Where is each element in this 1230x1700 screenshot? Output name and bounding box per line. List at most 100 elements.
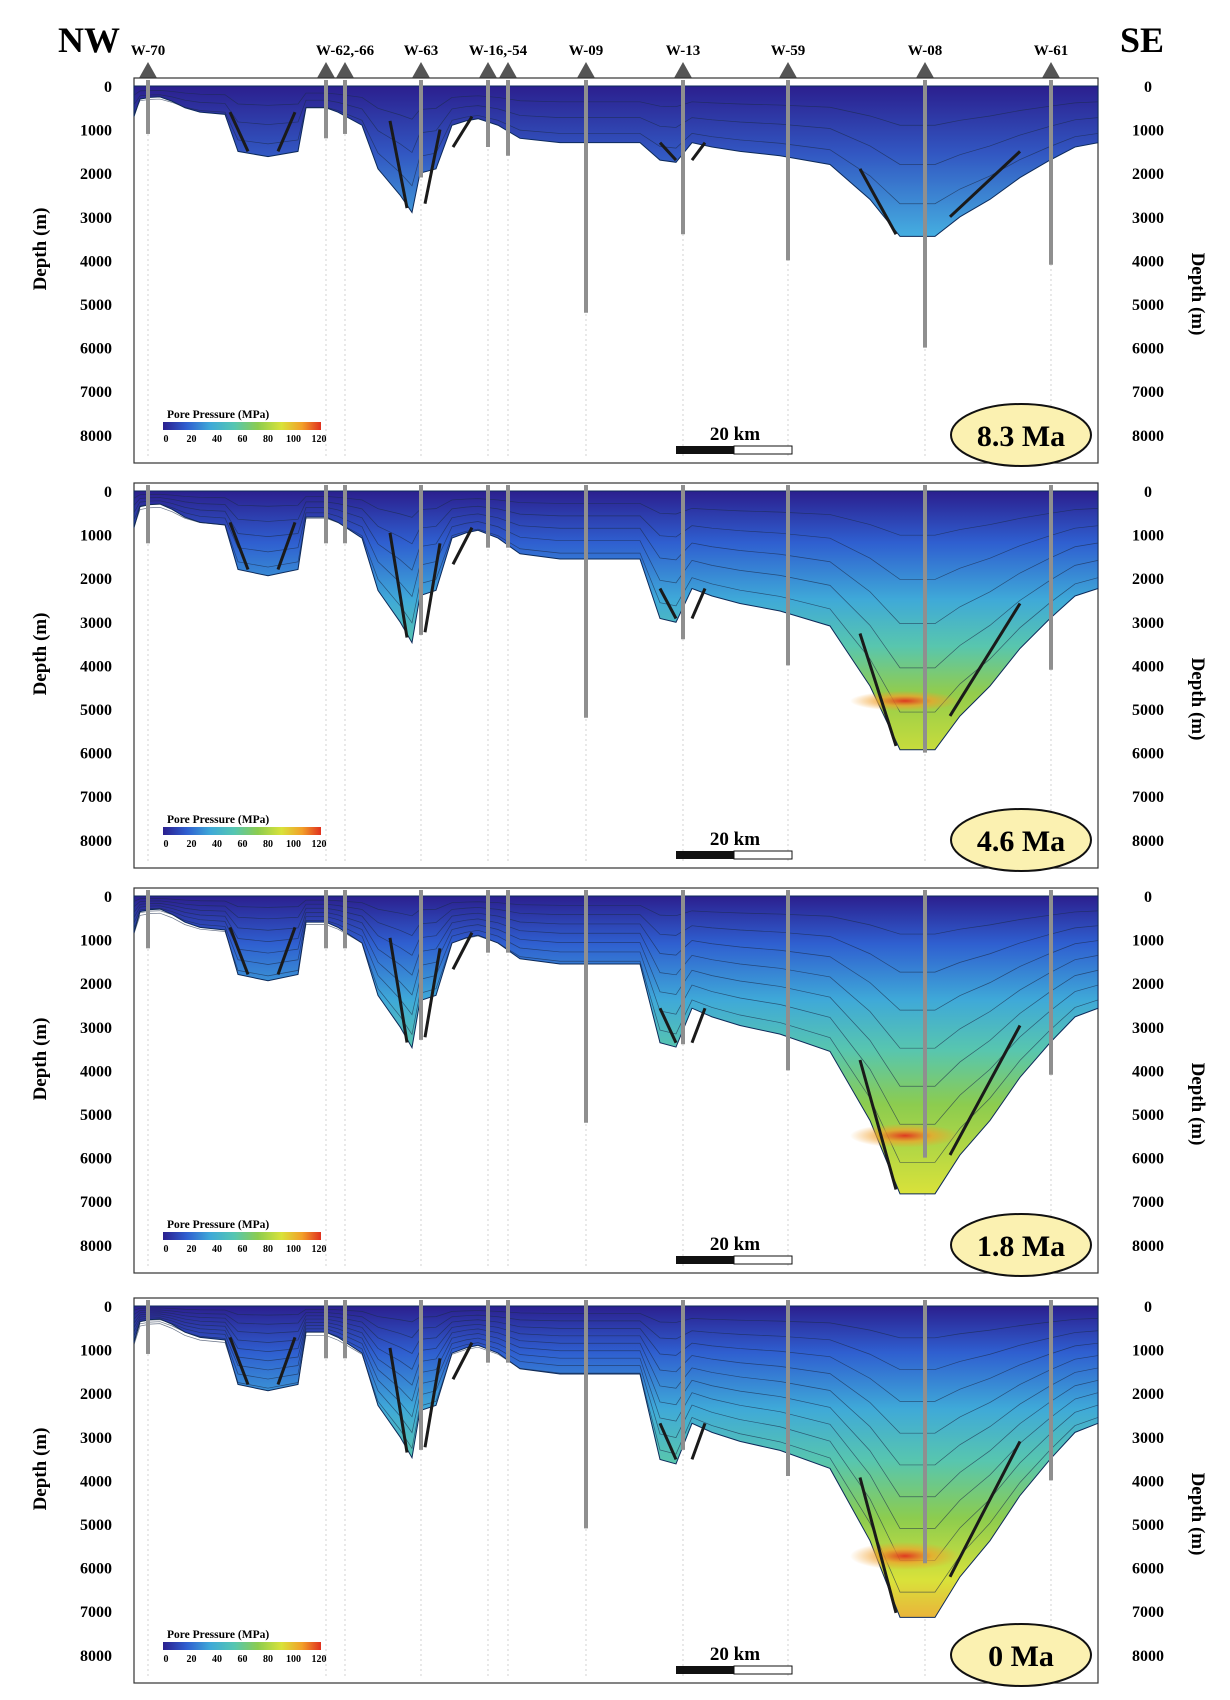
legend-tick: 120 <box>312 434 327 445</box>
horizon-line <box>133 1313 1099 1434</box>
legend-colorbar <box>163 827 321 835</box>
well-marker <box>317 62 335 78</box>
fault-line <box>451 931 474 970</box>
fault-line <box>948 150 1022 218</box>
legend-tick: 60 <box>238 1654 248 1665</box>
depth-axis-label-left: Depth (m) <box>30 1018 51 1101</box>
fault-line <box>858 1477 898 1614</box>
depth-tick-left: 7000 <box>80 1194 112 1211</box>
horizon-line <box>133 900 1099 973</box>
depth-tick-left: 8000 <box>80 1648 112 1665</box>
depth-tick-left: 3000 <box>80 210 112 227</box>
legend-tick: 0 <box>164 434 169 445</box>
depth-axis-label-left: Depth (m) <box>30 613 51 696</box>
legend-title: Pore Pressure (MPa) <box>167 814 269 826</box>
depth-tick-right: 5000 <box>1132 1517 1164 1534</box>
depth-tick-right: 3000 <box>1132 210 1164 227</box>
depth-tick-right: 2000 <box>1132 1386 1164 1403</box>
well-marker <box>779 62 797 78</box>
legend-tick: 80 <box>263 1654 273 1665</box>
legend-tick: 100 <box>286 839 301 850</box>
depth-tick-left: 7000 <box>80 384 112 401</box>
fault-line <box>658 1007 678 1044</box>
overpressure-zone <box>850 690 960 711</box>
depth-tick-right: 5000 <box>1132 702 1164 719</box>
scale-bar-black <box>676 1256 734 1264</box>
well-label: W-09 <box>569 43 603 59</box>
scale-bar-label: 20 km <box>710 829 760 850</box>
well-label: W-08 <box>908 43 942 59</box>
direction-se: SE <box>1120 20 1164 60</box>
fault-line <box>858 168 898 235</box>
fault-line <box>658 141 678 162</box>
depth-tick-left: 2000 <box>80 976 112 993</box>
depth-tick-left: 5000 <box>80 702 112 719</box>
depth-tick-left: 3000 <box>80 615 112 632</box>
horizon-line <box>133 94 1099 165</box>
well-marker <box>479 62 497 78</box>
depth-tick-left: 5000 <box>80 297 112 314</box>
depth-tick-left: 5000 <box>80 1107 112 1124</box>
fault-line <box>423 948 442 1038</box>
depth-tick-right: 0 <box>1144 1299 1152 1316</box>
well-label: W-63 <box>404 43 438 59</box>
depth-tick-right: 6000 <box>1132 341 1164 358</box>
legend-title: Pore Pressure (MPa) <box>167 1629 269 1641</box>
depth-tick-right: 0 <box>1144 484 1152 501</box>
depth-tick-right: 1000 <box>1132 933 1164 950</box>
well-labels: W-70 W-62,-66 W-63 W-16,-54 W-09 W-13 W-59 W-08… <box>131 43 1068 78</box>
depth-axis-label-right: Depth (m) <box>1187 253 1208 336</box>
depth-tick-left: 0 <box>104 484 112 501</box>
horizon-line <box>133 500 1099 624</box>
horizon-line <box>133 910 1099 1125</box>
depth-tick-left: 4000 <box>80 1063 112 1080</box>
horizon-line <box>133 898 1099 935</box>
fault-line <box>690 1007 707 1044</box>
age-label: 8.3 Ma <box>977 420 1065 453</box>
depth-tick-right: 5000 <box>1132 1107 1164 1124</box>
depth-tick-left: 2000 <box>80 1386 112 1403</box>
fault-line <box>948 1440 1022 1578</box>
scale-bar-black <box>676 1666 734 1674</box>
scale-bar-white <box>733 445 793 455</box>
legend-tick: 120 <box>312 839 327 850</box>
legend-tick: 100 <box>286 1654 301 1665</box>
fault-line <box>276 111 297 152</box>
depth-tick-right: 8000 <box>1132 428 1164 445</box>
depth-tick-left: 7000 <box>80 1604 112 1621</box>
fault-line <box>690 587 707 620</box>
depth-tick-right: 2000 <box>1132 571 1164 588</box>
depth-tick-left: 1000 <box>80 123 112 140</box>
fault-line <box>423 1358 442 1448</box>
depth-tick-right: 3000 <box>1132 1430 1164 1447</box>
horizon-line <box>133 98 1099 205</box>
depth-tick-right: 8000 <box>1132 833 1164 850</box>
fault-line <box>388 937 409 1043</box>
depth-tick-left: 5000 <box>80 1517 112 1534</box>
well-label: W-16,-54 <box>469 43 528 59</box>
legend-colorbar <box>163 1232 321 1240</box>
depth-tick-right: 0 <box>1144 889 1152 906</box>
scale-bar-label: 20 km <box>710 424 760 445</box>
depth-tick-right: 7000 <box>1132 384 1164 401</box>
well-marker <box>336 62 354 78</box>
scale-bar-white <box>733 1255 793 1265</box>
well-marker <box>499 62 517 78</box>
depth-tick-left: 6000 <box>80 1151 112 1168</box>
depth-tick-right: 1000 <box>1132 1343 1164 1360</box>
legend-tick: 100 <box>286 1244 301 1255</box>
depth-tick-right: 2000 <box>1132 166 1164 183</box>
horizon-line <box>133 1323 1099 1593</box>
well-label: W-13 <box>666 43 700 59</box>
legend-tick: 20 <box>187 1244 197 1255</box>
fault-line <box>228 1336 250 1386</box>
legend-tick: 120 <box>312 1654 327 1665</box>
depth-tick-right: 6000 <box>1132 1151 1164 1168</box>
depth-tick-right: 3000 <box>1132 615 1164 632</box>
well-marker <box>916 62 934 78</box>
scale-bar-label: 20 km <box>710 1234 760 1255</box>
depth-tick-right: 6000 <box>1132 1561 1164 1578</box>
horizon-line <box>133 497 1099 580</box>
